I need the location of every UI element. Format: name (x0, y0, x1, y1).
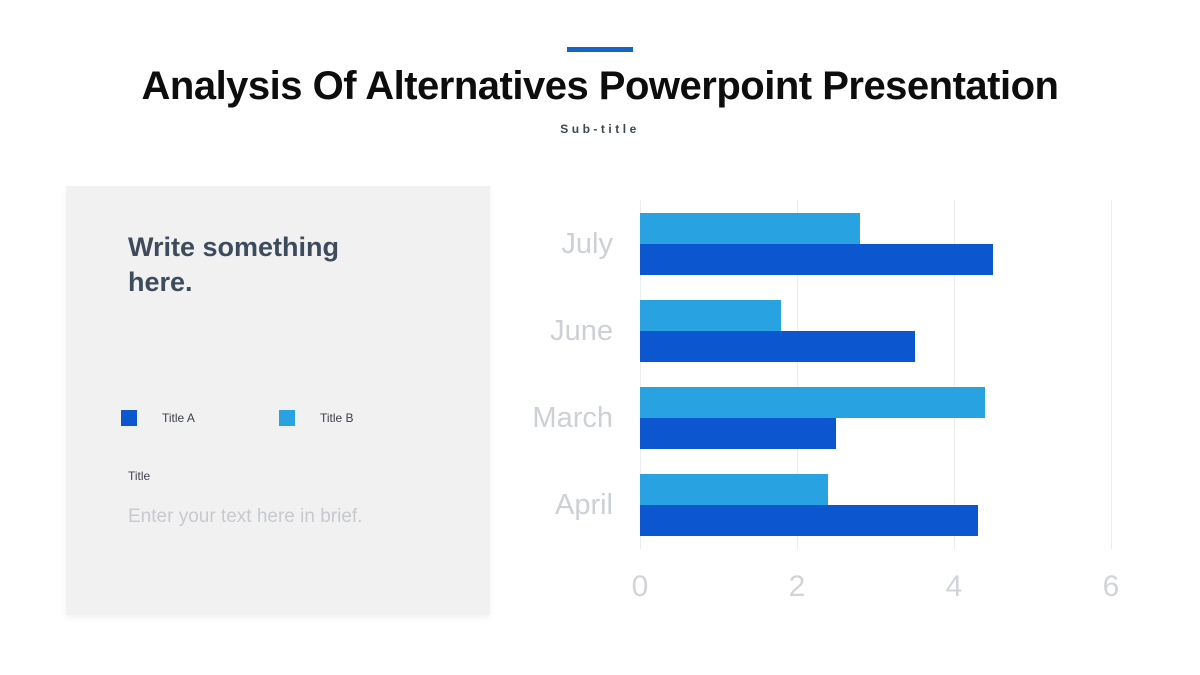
gridline-x-0 (640, 200, 641, 549)
legend-swatch-title-a (121, 410, 137, 426)
x-axis-tick-6: 6 (1102, 570, 1120, 603)
chart-legend: Title A Title B (121, 410, 441, 434)
bar-chart: 0 2 4 6 July June March April (532, 200, 1119, 603)
accent-line (567, 47, 633, 52)
bar-june-title-b (640, 299, 782, 331)
bar-july-title-b (640, 212, 860, 244)
bar-march-title-b (640, 387, 986, 419)
legend-item-title-b: Title B (279, 410, 354, 426)
legend-label-title-b: Title B (320, 411, 354, 425)
x-axis-tick-2: 2 (788, 570, 806, 603)
panel-heading[interactable]: Write something here. (128, 232, 340, 297)
legend-item-title-a: Title A (121, 410, 195, 426)
text-field-label: Title (128, 469, 151, 483)
page-title: Analysis Of Alternatives Powerpoint Pres… (141, 64, 1059, 108)
text-placeholder[interactable]: Enter your text here in brief. (128, 506, 363, 527)
text-panel: Write something here. Title A Title B Ti… (66, 186, 490, 615)
x-axis-tick-0: 0 (631, 570, 649, 603)
bar-april-title-b (640, 474, 829, 506)
x-axis-tick-4: 4 (945, 570, 963, 603)
gridline-x-4 (954, 200, 955, 549)
bar-march-title-a (640, 418, 837, 450)
bar-april-title-a (640, 505, 978, 537)
subtitle: Sub-title (560, 122, 640, 136)
category-label-april: April (554, 489, 613, 522)
gridline-x-2 (797, 200, 798, 549)
gridline-x-6 (1111, 200, 1112, 549)
category-label-july: July (561, 227, 613, 260)
bar-july-title-a (640, 243, 994, 275)
legend-label-title-a: Title A (162, 411, 195, 425)
legend-swatch-title-b (279, 410, 295, 426)
bar-june-title-a (640, 330, 915, 362)
category-label-june: June (550, 314, 613, 347)
category-label-march: March (532, 402, 613, 435)
